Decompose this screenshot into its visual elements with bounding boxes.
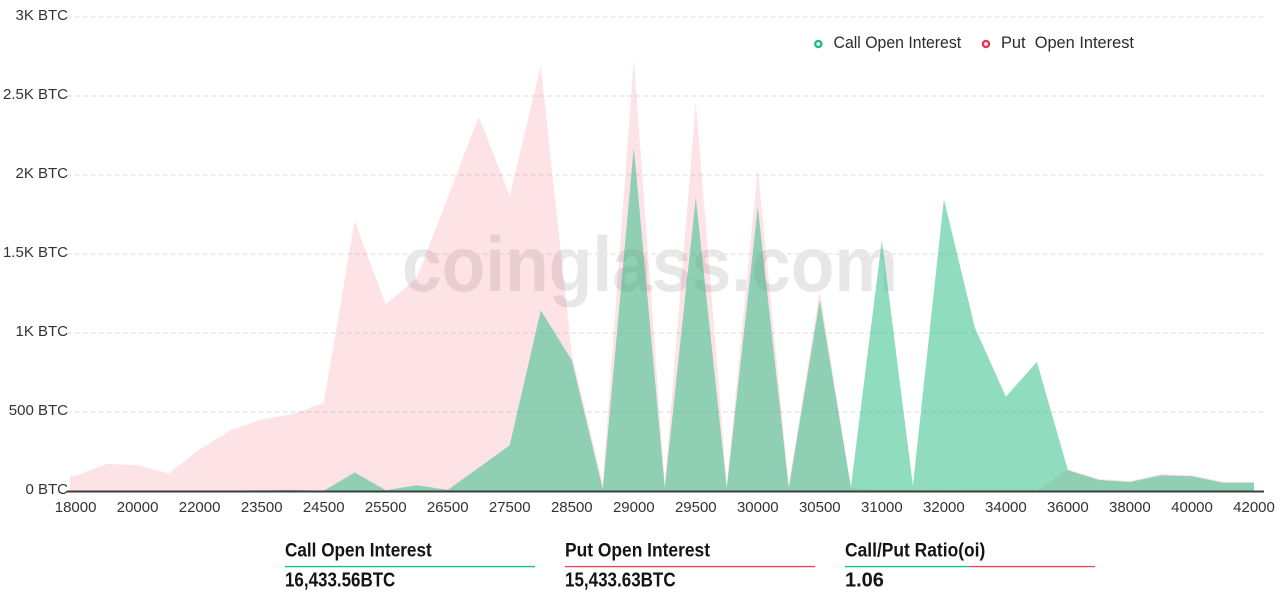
svg-text:2.5K BTC: 2.5K BTC [3, 86, 68, 103]
svg-text:27500: 27500 [489, 499, 531, 516]
svg-text:29500: 29500 [675, 499, 717, 516]
svg-text:26500: 26500 [427, 499, 469, 516]
svg-text:0 BTC: 0 BTC [25, 481, 68, 498]
svg-text:18000: 18000 [55, 499, 97, 516]
svg-text:Put Open Interest: Put Open Interest [1001, 34, 1134, 52]
svg-text:Call Open Interest: Call Open Interest [834, 34, 962, 52]
svg-text:Call/Put Ratio(oi): Call/Put Ratio(oi) [845, 541, 985, 562]
svg-text:36000: 36000 [1047, 499, 1089, 516]
svg-text:24500: 24500 [303, 499, 345, 516]
svg-text:28500: 28500 [551, 499, 593, 516]
svg-text:1.06: 1.06 [845, 570, 884, 592]
svg-text:23500: 23500 [241, 499, 283, 516]
svg-text:38000: 38000 [1109, 499, 1151, 516]
svg-text:16,433.56BTC: 16,433.56BTC [285, 570, 395, 592]
svg-text:40000: 40000 [1171, 499, 1213, 516]
svg-text:25500: 25500 [365, 499, 407, 516]
svg-text:22000: 22000 [179, 499, 221, 516]
svg-text:1.5K BTC: 1.5K BTC [3, 244, 68, 261]
svg-text:Put Open Interest: Put Open Interest [565, 541, 711, 562]
svg-text:30000: 30000 [737, 499, 779, 516]
svg-text:32000: 32000 [923, 499, 965, 516]
svg-text:20000: 20000 [117, 499, 159, 516]
svg-text:29000: 29000 [613, 499, 655, 516]
svg-text:31000: 31000 [861, 499, 903, 516]
svg-text:500 BTC: 500 BTC [9, 402, 68, 419]
svg-text:coinglass.com: coinglass.com [402, 220, 898, 308]
svg-text:3K BTC: 3K BTC [15, 7, 68, 24]
svg-text:42000: 42000 [1233, 499, 1275, 516]
svg-text:34000: 34000 [985, 499, 1027, 516]
svg-text:15,433.63BTC: 15,433.63BTC [565, 570, 676, 592]
svg-text:2K BTC: 2K BTC [15, 165, 68, 182]
svg-text:Call Open Interest: Call Open Interest [285, 541, 432, 562]
svg-text:30500: 30500 [799, 499, 841, 516]
svg-text:1K BTC: 1K BTC [15, 323, 68, 340]
